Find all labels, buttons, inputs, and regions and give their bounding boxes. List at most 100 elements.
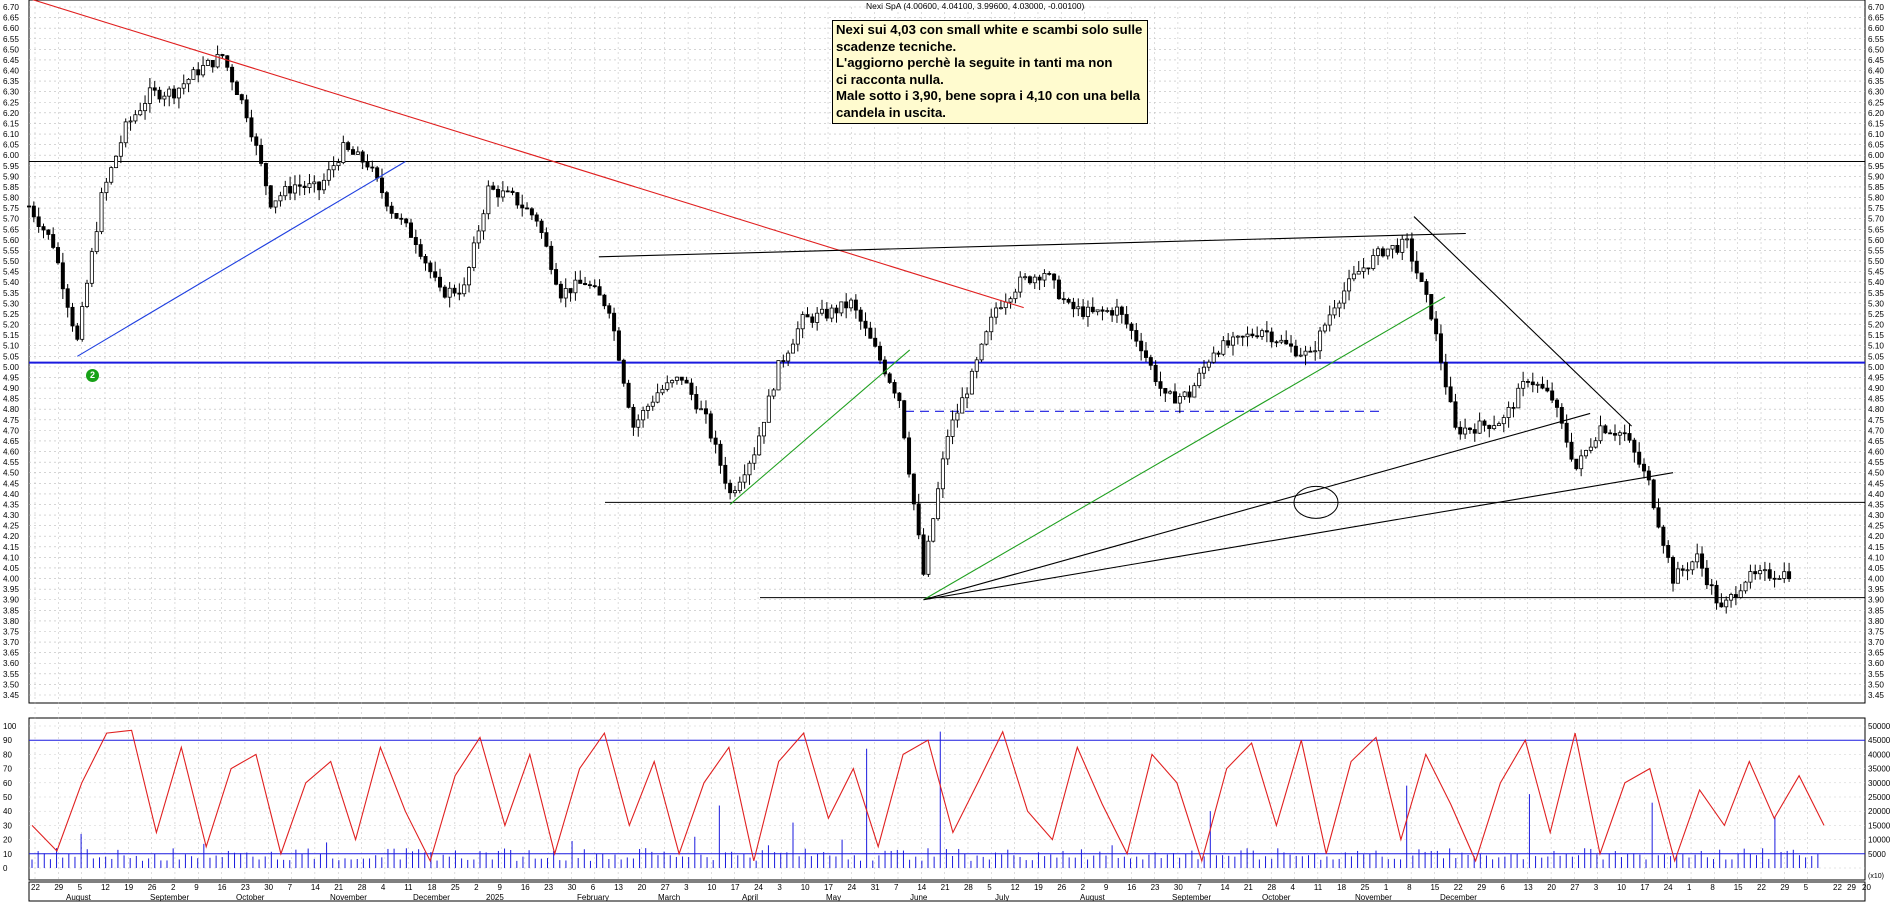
day-tick: 30 — [1174, 883, 1183, 892]
candle-body — [1438, 333, 1443, 363]
price-tick-right: 5.00 — [1868, 363, 1884, 372]
candle-body — [568, 288, 573, 294]
candle-body — [268, 185, 273, 208]
candle-body — [1680, 568, 1685, 571]
candle-body — [1656, 507, 1661, 528]
candle-body — [263, 163, 268, 187]
candle-body — [234, 81, 239, 95]
candle-body — [297, 184, 302, 187]
candle-body — [283, 186, 288, 197]
candle-body — [1105, 310, 1110, 312]
candle-body — [259, 144, 264, 164]
day-tick: 16 — [218, 883, 227, 892]
candle-body — [1593, 440, 1598, 448]
price-tick-left: 6.20 — [3, 109, 19, 118]
candle-body — [1337, 302, 1342, 309]
candle-body — [703, 408, 708, 415]
price-tick-right: 4.05 — [1868, 564, 1884, 573]
candle-body — [786, 352, 791, 362]
candle-body — [1182, 391, 1187, 397]
month-label: November — [1355, 893, 1392, 902]
candle-body — [1095, 309, 1100, 313]
candle-body — [892, 382, 897, 394]
candle-body — [950, 419, 955, 437]
month-label: November — [330, 893, 367, 902]
candle-body — [612, 312, 617, 332]
candle-body — [486, 185, 491, 215]
price-tick-left: 5.35 — [3, 289, 19, 298]
price-tick-left: 6.55 — [3, 35, 19, 44]
price-tick-left: 4.10 — [3, 553, 19, 562]
price-tick-right: 6.25 — [1868, 98, 1884, 107]
candle-body — [89, 251, 94, 284]
price-tick-left: 4.45 — [3, 479, 19, 488]
candle-body — [433, 271, 438, 278]
candle-body — [1521, 381, 1526, 389]
volume-unit: (x10) — [1868, 873, 1884, 880]
candle-body — [418, 244, 423, 257]
candle-body — [452, 287, 457, 294]
price-tick-right: 4.80 — [1868, 405, 1884, 414]
price-tick-right: 6.70 — [1868, 3, 1884, 12]
candle-body — [1724, 599, 1729, 608]
volume-tick: 50000 — [1868, 722, 1890, 731]
candle-body — [583, 283, 588, 286]
candle-body — [123, 121, 128, 144]
oscillator-tick: 90 — [3, 736, 12, 745]
price-tick-right: 4.35 — [1868, 500, 1884, 509]
day-tick: 10 — [801, 883, 810, 892]
candle-body — [520, 204, 525, 209]
price-tick-right: 6.00 — [1868, 151, 1884, 160]
volume-tick: 20000 — [1868, 807, 1890, 816]
candle-body — [1201, 366, 1206, 374]
candle-body — [355, 151, 360, 155]
price-tick-right: 3.85 — [1868, 606, 1884, 615]
price-tick-right: 6.10 — [1868, 130, 1884, 139]
candle-body — [331, 165, 336, 171]
day-tick: 5 — [987, 883, 992, 892]
candle-body — [1027, 276, 1032, 284]
candle-body — [1477, 420, 1482, 434]
candle-body — [1603, 425, 1608, 434]
day-tick: 21 — [334, 883, 343, 892]
candle-body — [965, 393, 970, 399]
day-tick: 21 — [1244, 883, 1253, 892]
candle-body — [350, 149, 355, 155]
candle-body — [650, 401, 655, 407]
candle-body — [413, 237, 418, 245]
price-tick-right: 6.05 — [1868, 141, 1884, 150]
day-tick: 15 — [1430, 883, 1439, 892]
trendline — [729, 349, 911, 505]
candle-body — [1245, 333, 1250, 338]
day-tick: 29 — [54, 883, 63, 892]
day-tick: 21 — [941, 883, 950, 892]
price-tick-right: 5.90 — [1868, 172, 1884, 181]
candle-body — [457, 292, 462, 295]
candle-body — [1661, 526, 1666, 546]
price-tick-left: 6.15 — [3, 119, 19, 128]
day-tick: 12 — [1011, 883, 1020, 892]
candle-body — [549, 245, 554, 270]
candle-body — [307, 183, 312, 188]
candle-body — [1545, 387, 1550, 392]
candle-body — [1216, 352, 1221, 355]
candle-body — [1613, 433, 1618, 436]
day-tick: 22 — [1833, 883, 1842, 892]
candle-body — [645, 405, 650, 411]
price-tick-right: 4.45 — [1868, 479, 1884, 488]
candle-body — [1221, 340, 1226, 355]
candle-body — [670, 380, 675, 384]
price-tick-left: 4.20 — [3, 532, 19, 541]
candle-body — [1056, 279, 1061, 300]
candle-body — [1419, 272, 1424, 282]
candle-body — [85, 282, 90, 307]
price-tick-right: 5.80 — [1868, 194, 1884, 203]
volume-tick: 35000 — [1868, 765, 1890, 774]
candle-body — [1168, 391, 1173, 394]
price-tick-left: 4.85 — [3, 395, 19, 404]
price-tick-left: 5.80 — [3, 194, 19, 203]
candle-body — [844, 301, 849, 309]
candle-body — [631, 406, 636, 428]
price-tick-right: 4.70 — [1868, 426, 1884, 435]
oscillator-tick: 70 — [3, 765, 12, 774]
